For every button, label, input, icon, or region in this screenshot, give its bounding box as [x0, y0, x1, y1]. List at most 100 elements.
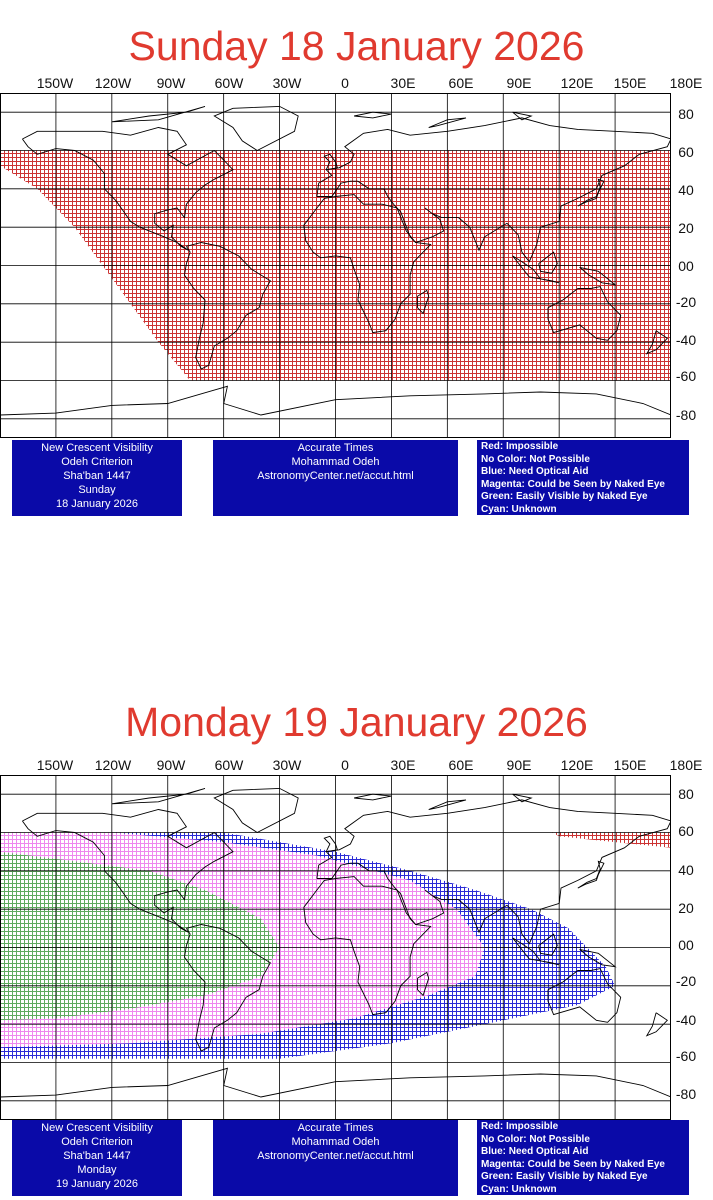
coastline: [538, 933, 558, 956]
lat-label: 80: [678, 786, 694, 802]
coastline: [0, 1067, 671, 1098]
lat-label: 60: [678, 823, 694, 839]
coastline: [111, 787, 206, 805]
coastline: [645, 330, 668, 355]
lon-label: 150W: [36, 757, 74, 773]
lat-label: -80: [675, 407, 697, 423]
coastline: [428, 117, 467, 128]
coastline: [184, 242, 271, 370]
legend-item: Blue: Need Optical Aid: [481, 466, 589, 477]
lat-label: 00: [678, 258, 694, 274]
lat-label: -20: [675, 294, 697, 310]
lon-label: 60E: [448, 757, 474, 773]
lon-label: 120E: [560, 75, 594, 91]
coastline: [316, 799, 671, 945]
lon-label: 0: [341, 757, 349, 773]
coastline: [22, 809, 234, 933]
visibility-map: [0, 93, 671, 438]
lon-label: 60W: [214, 757, 244, 773]
lat-label: 20: [678, 220, 694, 236]
info-line: New Crescent Visibility: [41, 442, 153, 454]
coastline: [111, 105, 206, 123]
lon-label: 0: [341, 75, 349, 91]
color-legend-box: Red: Impossible No Color: Not Possible B…: [477, 1120, 689, 1195]
info-line: New Crescent Visibility: [41, 1122, 153, 1134]
lon-label: 90W: [156, 75, 186, 91]
legend-item: Cyan: Unknown: [481, 1183, 557, 1195]
info-line: Sha'ban 1447: [63, 1150, 131, 1162]
info-line: Accurate Times: [297, 1122, 374, 1134]
lon-label: 180E: [669, 757, 703, 773]
lat-label: -40: [675, 1012, 697, 1028]
map-border: [0, 93, 671, 438]
lon-label: 60E: [448, 75, 474, 91]
coastline: [579, 948, 617, 968]
lon-label: 90E: [506, 757, 532, 773]
lon-label: 30W: [272, 757, 302, 773]
lon-label: 150E: [613, 75, 647, 91]
info-line: Mohammad Odeh: [291, 1136, 380, 1148]
criterion-info-box: New Crescent Visibility Odeh Criterion S…: [12, 440, 182, 516]
info-line: Sunday: [78, 484, 116, 496]
lat-label: 20: [678, 900, 694, 916]
coastline: [577, 178, 605, 207]
lon-label: 30E: [390, 75, 416, 91]
lon-label: 120W: [94, 75, 132, 91]
coastline: [645, 1012, 668, 1037]
coastline: [417, 289, 430, 315]
coastline: [22, 127, 234, 251]
coastline: [354, 793, 392, 801]
lon-label: 150W: [36, 75, 74, 91]
info-line: Accurate Times: [297, 442, 374, 454]
coastline: [428, 799, 467, 810]
coastline: [303, 194, 432, 334]
lat-label: -40: [675, 332, 697, 348]
panel-title: Sunday 18 January 2026: [128, 23, 585, 69]
coastline: [417, 971, 430, 997]
lat-label: 80: [678, 106, 694, 122]
longitude-labels: 150W 120W 90W 60W 30W 0 30E 60E 90E 120E…: [0, 75, 713, 95]
coastline: [303, 876, 432, 1016]
map-border: [0, 775, 671, 1120]
lat-label: 60: [678, 144, 694, 160]
coastline: [512, 793, 533, 803]
coastline: [0, 385, 671, 416]
credits-info-box: Accurate Times Mohammad Odeh AstronomyCe…: [213, 1120, 458, 1196]
coastline: [577, 860, 605, 889]
lon-label: 90W: [156, 757, 186, 773]
legend-item: Magenta: Could be Seen by Naked Eye: [481, 478, 665, 490]
longitude-labels: 150W 120W 90W 60W 30W 0 30E 60E 90E 120E…: [0, 757, 713, 777]
criterion-info-box: New Crescent Visibility Odeh Criterion S…: [12, 1120, 182, 1196]
coastline: [184, 924, 271, 1052]
lon-label: 120W: [94, 757, 132, 773]
lat-label: 40: [678, 862, 694, 878]
coastline: [512, 937, 560, 966]
visibility-zone-red: [551, 832, 671, 848]
coastline: [579, 266, 617, 286]
info-line: AstronomyCenter.net/accut.html: [257, 1150, 414, 1162]
visibility-zone-magenta: [0, 832, 485, 1048]
coastline: [213, 787, 299, 834]
legend-item: Green: Easily Visible by Naked Eye: [481, 1171, 648, 1182]
visibility-zone-green: [0, 851, 280, 1021]
legend-item: Cyan: Unknown: [481, 503, 557, 515]
panel-title: Monday 19 January 2026: [125, 699, 588, 745]
info-line: AstronomyCenter.net/accut.html: [257, 470, 414, 482]
coastline: [538, 251, 558, 274]
credits-info-box: Accurate Times Mohammad Odeh AstronomyCe…: [213, 440, 458, 516]
legend-item: Magenta: Could be Seen by Naked Eye: [481, 1158, 665, 1170]
lon-label: 120E: [560, 757, 594, 773]
info-line: Sha'ban 1447: [63, 470, 131, 482]
coastline: [323, 153, 338, 171]
info-line: Mohammad Odeh: [291, 456, 380, 468]
legend-item: No Color: Not Possible: [481, 453, 590, 465]
coastline: [547, 968, 622, 1023]
legend-item: Blue: Need Optical Aid: [481, 1146, 589, 1157]
visibility-zone-blue: [0, 832, 616, 1059]
info-line: Odeh Criterion: [61, 1136, 133, 1148]
info-line: Odeh Criterion: [61, 456, 133, 468]
lat-label: 00: [678, 937, 694, 953]
lon-label: 150E: [613, 757, 647, 773]
color-legend-box: Red: Impossible No Color: Not Possible B…: [477, 440, 689, 515]
map-panel-sunday: Sunday 18 January 2026 150W 120W 90W 60W…: [0, 0, 713, 520]
